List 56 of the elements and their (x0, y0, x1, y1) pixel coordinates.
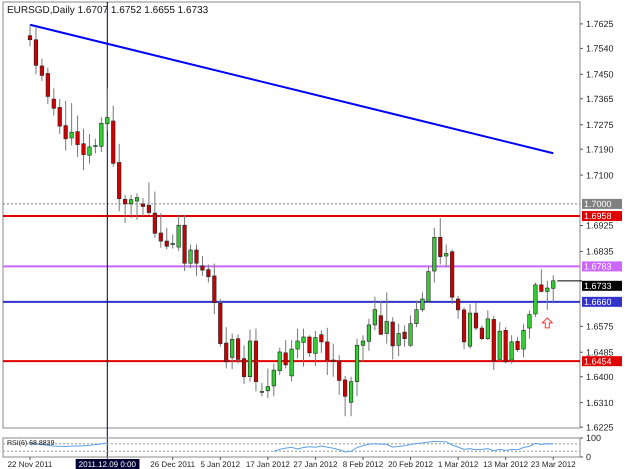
candlestick (521, 323, 526, 358)
y-tick-label: 1.6925 (586, 220, 614, 231)
candlestick (28, 24, 32, 47)
ref-line-label: 1.6454 (584, 356, 612, 366)
y-tick-label: 0 (586, 452, 592, 462)
candlestick (194, 244, 199, 276)
y-tick-label: 100 (586, 433, 602, 444)
candlestick (295, 328, 300, 360)
ref-line-label: 1.6783 (584, 262, 612, 272)
candlestick (348, 376, 354, 417)
ref-line-label: 1.6660 (584, 296, 612, 307)
y-tick-label: 1.6835 (586, 246, 614, 257)
x-tick-label: 23 Mar 2012 (530, 460, 576, 469)
candlestick (87, 133, 92, 164)
candlestick (301, 328, 306, 368)
candlestick (474, 302, 478, 331)
y-tick-label: 1.6575 (586, 321, 614, 332)
y-tick-label: 1.7625 (586, 19, 614, 30)
candlestick (360, 334, 366, 362)
x-tick-label: 1 Mar 2012 (438, 460, 479, 469)
y-tick-label: 1.6400 (586, 372, 614, 382)
candlestick (456, 295, 460, 320)
x-tick-label: 17 Jan 2012 (246, 460, 290, 469)
candlestick (81, 128, 86, 171)
y-tick-label: 1.7275 (586, 120, 614, 130)
x-tick-label: 2011.12.09 0:00 (78, 460, 136, 469)
x-tick-label: 20 Feb 2012 (388, 460, 434, 469)
x-tick-label: 8 Feb 2012 (342, 460, 384, 469)
y-tick-label: 1.6225 (586, 422, 614, 432)
y-tick-label: 1.6310 (586, 398, 614, 408)
candlestick (260, 382, 264, 397)
x-tick-label: 27 Jan 2012 (293, 460, 338, 469)
x-tick-label: 13 Mar 2012 (483, 460, 529, 469)
candlestick (188, 244, 193, 269)
candlestick (414, 300, 419, 328)
y-tick-label: 1.7450 (586, 69, 614, 80)
y-tick-label: 1.7540 (586, 44, 614, 54)
candlestick (420, 292, 425, 313)
ref-line-label: 1.6958 (584, 211, 612, 222)
candlestick (75, 114, 80, 158)
x-tick-label: 5 Jan 2012 (200, 460, 241, 469)
ref-line-label: 1.7000 (584, 199, 612, 210)
candlestick (242, 344, 246, 384)
x-tick-label: 26 Dec 2011 (150, 460, 196, 469)
candlestick (527, 310, 532, 340)
y-tick-label: 1.7190 (586, 144, 614, 154)
y-tick-label: 1.7365 (586, 94, 614, 104)
candlestick (307, 334, 312, 358)
candlestick (408, 314, 413, 348)
y-tick-label: 1.7100 (586, 170, 614, 180)
y-tick-label: 1.6485 (586, 347, 614, 358)
annotation: 1.6733 (584, 280, 612, 291)
x-tick-label: 22 Nov 2011 (8, 460, 53, 469)
candlestick (515, 336, 520, 352)
candlestick (200, 256, 205, 276)
candlestick (366, 318, 372, 352)
